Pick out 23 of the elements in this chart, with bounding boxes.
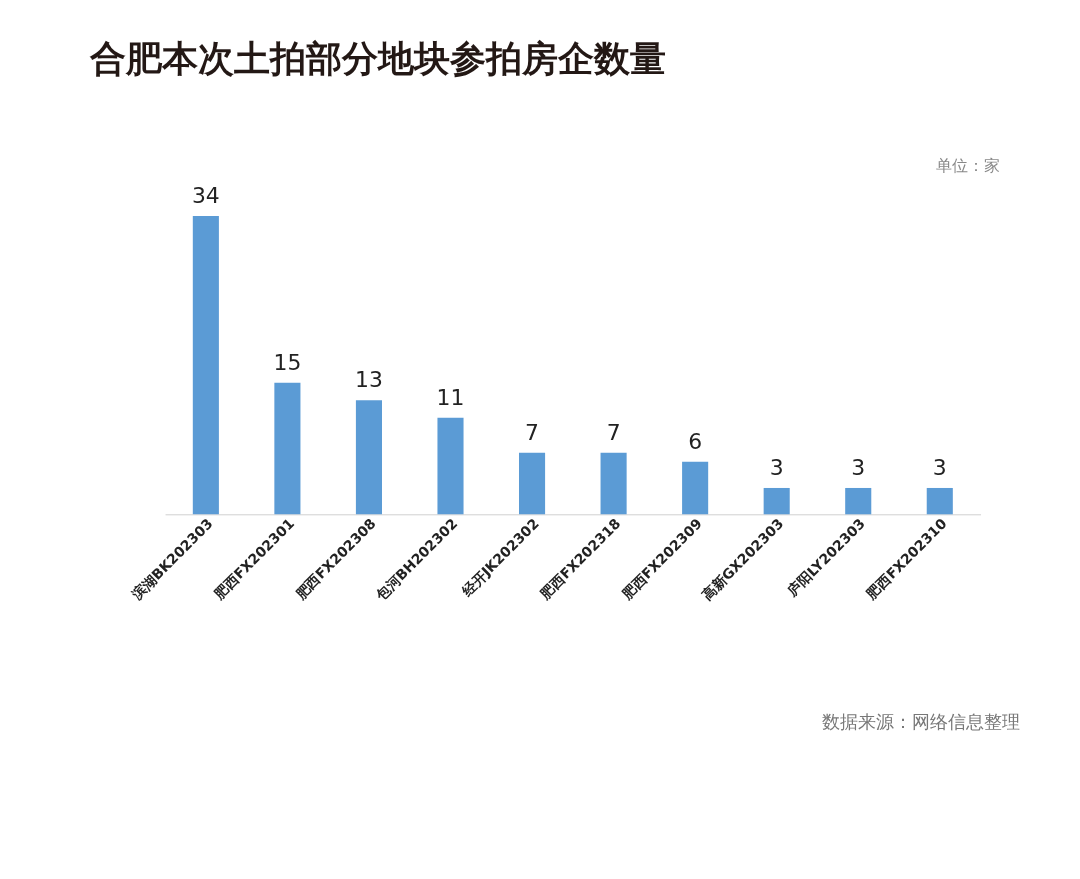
data-label: 3: [851, 455, 866, 481]
data-label: 7: [606, 419, 621, 445]
bar: [355, 400, 382, 515]
data-label: 11: [436, 384, 465, 410]
bar: [845, 487, 872, 515]
source-note: 数据来源：网络信息整理: [822, 711, 1021, 733]
bar: [763, 487, 790, 515]
data-label: 6: [688, 428, 703, 454]
data-label: 3: [769, 455, 784, 481]
data-label: 7: [525, 419, 540, 445]
bar: [519, 452, 546, 515]
data-label: 13: [355, 367, 383, 393]
text: 单位：家: [936, 156, 1001, 176]
data-label: 15: [273, 349, 302, 375]
chart-title: 合肥本次土拍部分地块参拍房企数量: [88, 37, 666, 79]
bar: [682, 461, 709, 515]
bar: [274, 382, 301, 515]
bar: [192, 215, 219, 515]
bar: [437, 417, 464, 515]
bar: [926, 487, 953, 515]
bar: [600, 452, 627, 515]
data-label: 34: [191, 183, 220, 209]
data-label: 3: [932, 455, 947, 481]
